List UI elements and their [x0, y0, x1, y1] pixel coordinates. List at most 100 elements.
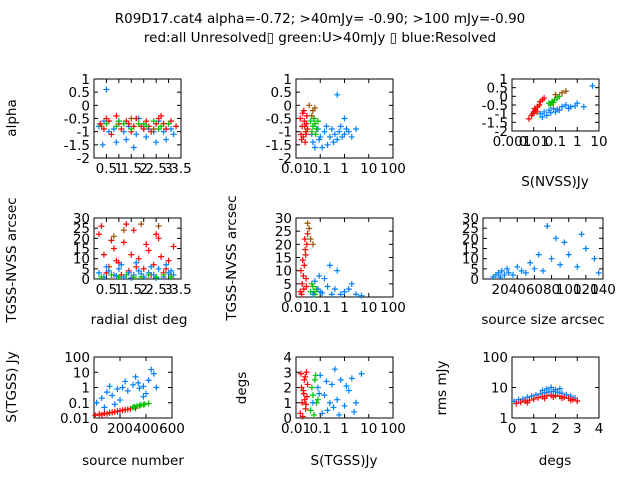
data-point [140, 393, 147, 400]
data-point [301, 123, 308, 130]
data-point [328, 291, 335, 298]
x-tick-label: 1.5 [121, 161, 142, 177]
data-point [314, 118, 321, 125]
data-point [321, 392, 328, 399]
data-point [341, 115, 348, 122]
data-point [548, 255, 555, 262]
data-point [312, 131, 319, 138]
data-point [123, 136, 130, 143]
data-point [559, 89, 566, 96]
data-point [135, 267, 142, 274]
y-tick-label: 5 [283, 277, 292, 293]
data-point [98, 395, 105, 402]
x-tick-label: 10 [360, 300, 377, 316]
data-point [314, 384, 321, 391]
data-point [330, 139, 337, 146]
data-point [309, 392, 316, 399]
data-point [307, 236, 314, 243]
data-point [510, 271, 516, 278]
data-point [130, 273, 137, 280]
data-point [341, 288, 348, 295]
data-point [345, 286, 352, 293]
data-point [334, 267, 341, 274]
x-tick-label: 1 [529, 421, 538, 437]
data-point [348, 375, 355, 382]
data-point [299, 257, 306, 264]
data-point [326, 262, 333, 269]
data-point [310, 288, 317, 295]
data-point [136, 385, 143, 392]
data-point [95, 231, 102, 238]
data-point [300, 107, 307, 114]
data-point [158, 253, 165, 260]
y-tick-label: 1 [81, 381, 90, 397]
data-point [103, 120, 110, 127]
data-point [108, 271, 115, 278]
data-point [95, 269, 102, 276]
y-tick-label: -0.5 [266, 112, 292, 128]
x-tick-label: 0.1 [310, 300, 331, 316]
data-point [128, 251, 135, 258]
data-point [163, 126, 170, 133]
data-point [145, 377, 152, 384]
data-point [552, 386, 559, 393]
x-tick-label: 3.5 [170, 282, 191, 298]
x-tick-label: 200 [107, 421, 133, 437]
y-axis-label: alpha [4, 99, 20, 136]
data-point [336, 411, 343, 418]
data-point [514, 263, 521, 270]
data-point [324, 141, 331, 148]
x-tick-label: 0.1 [545, 134, 566, 150]
data-point [153, 231, 160, 238]
data-point [334, 396, 341, 403]
y-tick-label: 1 [283, 396, 292, 412]
data-point [550, 105, 557, 112]
data-point [524, 399, 531, 406]
data-point [556, 93, 563, 100]
data-point [326, 133, 333, 140]
data-point [131, 403, 138, 410]
x-tick-label: 1 [573, 134, 582, 150]
data-point [297, 131, 304, 138]
data-point [300, 286, 307, 293]
data-point [100, 251, 107, 258]
data-point [348, 280, 355, 287]
data-point [345, 387, 352, 394]
data-point [150, 126, 157, 133]
data-point [328, 126, 335, 133]
data-point [120, 120, 127, 127]
y-tick-label: 1 [499, 72, 508, 88]
data-point [591, 255, 598, 262]
data-point [118, 261, 125, 268]
x-axis-label: S(TGSS)Jy [311, 453, 378, 469]
data-point [140, 383, 147, 390]
y-tick-label: -1.5 [482, 115, 508, 131]
data-point [331, 366, 338, 373]
data-point [300, 390, 307, 397]
data-point [559, 103, 566, 110]
data-point [310, 411, 317, 418]
data-point [155, 235, 162, 242]
data-point [299, 413, 306, 420]
x-tick-label: 60 [526, 282, 543, 298]
x-tick-label: 0.01 [281, 161, 311, 177]
x-tick-label: 1.5 [121, 282, 142, 298]
x-tick-label: 0 [90, 421, 99, 437]
x-tick-label: 3 [164, 161, 173, 177]
data-point [303, 275, 310, 282]
data-point [358, 292, 365, 299]
data-point [539, 387, 546, 394]
data-point [306, 225, 313, 232]
x-tick-label: 120 [573, 282, 599, 298]
data-point [314, 396, 321, 403]
data-point [304, 220, 311, 227]
y-tick-label: 1 [283, 72, 292, 88]
y-tick-label: 100 [64, 350, 90, 366]
x-tick-label: 0.1 [310, 421, 331, 437]
data-point [574, 398, 581, 405]
data-point [337, 291, 344, 298]
x-axis-label: S(NVSS)Jy [521, 174, 589, 190]
